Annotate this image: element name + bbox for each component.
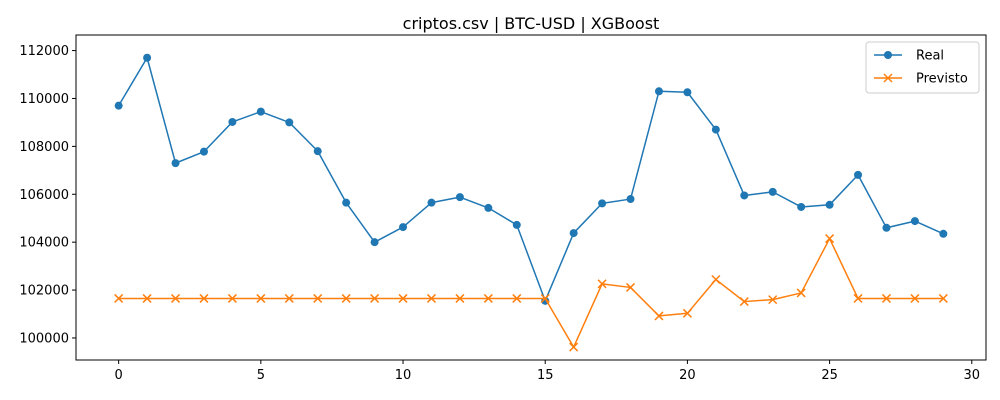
y-axis: 100000 102000 104000 106000 108000 110000 1120… <box>19 44 76 346</box>
data-point-previsto <box>796 288 806 298</box>
data-point-real <box>313 147 322 156</box>
data-point-real <box>228 117 237 126</box>
data-point-real <box>797 202 806 211</box>
data-point-real <box>427 198 436 207</box>
data-point-previsto <box>881 293 891 303</box>
data-point-real <box>199 147 208 156</box>
data-point-real <box>711 125 720 134</box>
y-tick-label: 100000 <box>19 331 69 346</box>
data-point-previsto <box>853 293 863 303</box>
y-tick-label: 108000 <box>19 140 69 155</box>
data-point-previsto <box>426 293 436 303</box>
x-tick-label: 0 <box>115 368 123 383</box>
y-tick-label: 104000 <box>19 236 69 251</box>
data-point-previsto <box>483 293 493 303</box>
x-tick-label: 15 <box>537 368 554 383</box>
legend-marker-previsto <box>883 73 893 83</box>
x-tick-label: 10 <box>395 368 412 383</box>
legend: Real Previsto <box>865 41 980 94</box>
data-point-previsto <box>313 293 323 303</box>
data-point-previsto <box>569 342 579 352</box>
y-tick-label: 106000 <box>19 188 69 203</box>
data-point-real <box>654 87 663 96</box>
data-point-previsto <box>938 293 948 303</box>
data-point-previsto <box>910 293 920 303</box>
data-point-previsto <box>825 234 835 244</box>
data-point-real <box>825 200 834 209</box>
data-point-real <box>370 238 379 247</box>
data-point-previsto <box>227 293 237 303</box>
data-point-previsto <box>341 293 351 303</box>
data-point-real <box>256 107 265 116</box>
data-point-previsto <box>370 293 380 303</box>
x-tick-label: 25 <box>821 368 838 383</box>
data-point-real <box>683 88 692 97</box>
data-point-real <box>768 187 777 196</box>
x-tick-label: 30 <box>964 368 981 383</box>
data-point-real <box>569 229 578 238</box>
series-line-real <box>118 57 944 302</box>
data-point-real <box>171 159 180 168</box>
data-point-real <box>854 170 863 179</box>
data-point-real <box>740 191 749 200</box>
data-point-previsto <box>171 293 181 303</box>
data-point-real <box>939 229 948 238</box>
data-point-previsto <box>682 308 692 318</box>
data-point-previsto <box>284 293 294 303</box>
data-point-previsto <box>142 293 152 303</box>
data-point-real <box>626 195 635 204</box>
plot-area <box>76 35 986 360</box>
data-point-real <box>484 203 493 212</box>
y-tick-label: 112000 <box>19 44 69 59</box>
data-point-real <box>285 118 294 127</box>
data-point-previsto <box>739 297 749 307</box>
plot-frame <box>75 34 987 361</box>
x-tick-label: 5 <box>257 368 265 383</box>
data-point-real <box>399 223 408 232</box>
data-point-real <box>910 217 919 226</box>
data-point-real <box>114 101 123 110</box>
x-tick-label: 20 <box>679 368 696 383</box>
y-tick-label: 102000 <box>19 284 69 299</box>
chart-title: criptos.csv | BTC-USD | XGBoost <box>403 14 660 33</box>
x-axis: 0 5 10 15 20 25 30 <box>115 360 981 383</box>
data-point-previsto <box>654 311 664 321</box>
data-point-previsto <box>512 293 522 303</box>
y-tick-label: 110000 <box>19 92 69 107</box>
data-point-previsto <box>199 293 209 303</box>
data-point-real <box>342 198 351 207</box>
series-layer <box>114 53 948 352</box>
data-point-previsto <box>455 293 465 303</box>
data-point-real <box>882 223 891 232</box>
data-point-real <box>512 220 521 229</box>
data-point-previsto <box>711 274 721 285</box>
legend-marker-real <box>884 51 892 59</box>
data-point-real <box>143 53 152 62</box>
data-point-previsto <box>768 295 778 305</box>
series-line-previsto <box>118 237 944 348</box>
data-point-previsto <box>398 293 408 303</box>
data-point-previsto <box>626 282 636 292</box>
data-point-previsto <box>256 293 266 303</box>
data-point-previsto <box>114 293 124 303</box>
legend-label-previsto: Previsto <box>916 72 968 87</box>
data-point-real <box>598 199 607 208</box>
data-point-real <box>455 193 464 202</box>
legend-label-real: Real <box>916 49 944 64</box>
data-point-previsto <box>540 293 550 303</box>
data-point-previsto <box>597 279 607 289</box>
